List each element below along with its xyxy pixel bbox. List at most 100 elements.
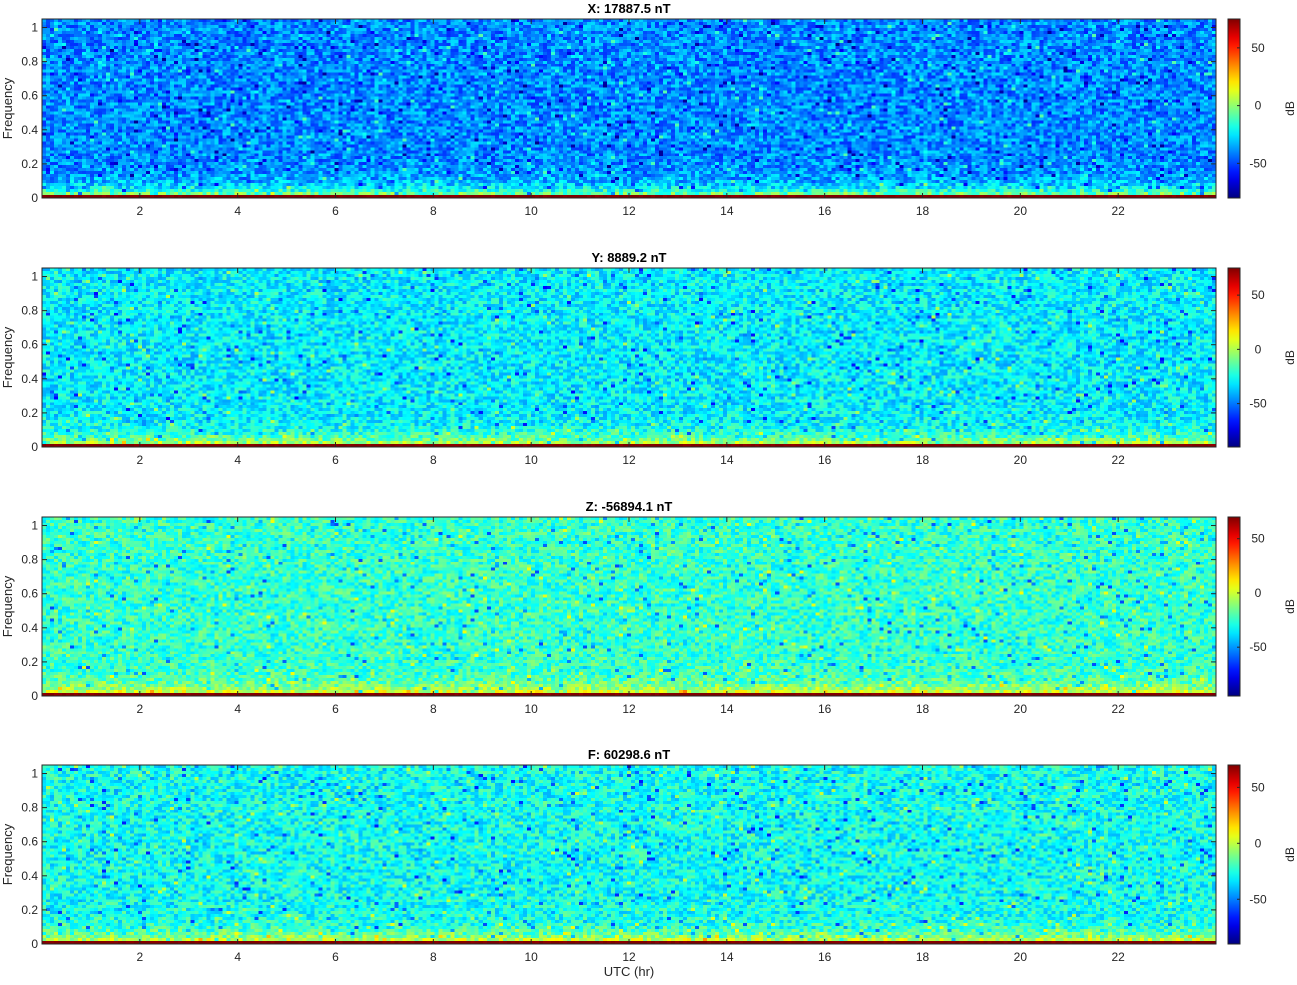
x-tick-label: 8 [430,950,437,964]
x-tick-label: 22 [1111,950,1125,964]
x-tick-label: 8 [430,702,437,716]
y-tick-label: 1 [31,270,38,284]
y-tick-label: 0 [31,191,38,205]
colorbar [1227,516,1241,697]
y-tick-label: 0.6 [21,89,38,103]
colorbar-tick-label: 0 [1255,99,1262,113]
x-tick-label: 12 [622,204,636,218]
colorbar-label: dB [1283,599,1297,614]
x-tick-label: 22 [1111,204,1125,218]
y-axis-label: Frequency [0,575,15,637]
x-tick-label: 12 [622,950,636,964]
x-tick-label: 10 [524,453,538,467]
panel-title: Y: 8889.2 nT [592,250,667,265]
y-tick-label: 0.6 [21,338,38,352]
x-tick-label: 12 [622,453,636,467]
x-tick-label: 14 [720,702,734,716]
y-tick-label: 0.2 [21,157,38,171]
y-tick-label: 0.2 [21,406,38,420]
y-axis-label: Frequency [0,77,15,139]
x-tick-label: 2 [136,453,143,467]
y-tick-label: 0.6 [21,587,38,601]
x-tick-label: 16 [818,453,832,467]
x-axis-label: UTC (hr) [604,964,655,979]
x-tick-label: 20 [1014,702,1028,716]
spectrogram-image [42,517,1216,696]
x-tick-label: 4 [234,453,241,467]
y-tick-label: 0 [31,937,38,951]
y-tick-label: 0.4 [21,869,38,883]
x-tick-label: 20 [1014,453,1028,467]
x-tick-label: 4 [234,204,241,218]
colorbar-tick-label: -50 [1249,156,1267,170]
x-tick-label: 6 [332,204,339,218]
x-tick-label: 4 [234,950,241,964]
colorbar-tick-label: 0 [1255,342,1262,356]
y-tick-label: 0 [31,689,38,703]
spectrogram-panel: 2 4 6 8 10 12 14 16 18 20 22 0 0.2 0.4 0.6 0.8 1 Y: 8889.… [0,250,1297,467]
colorbar-tick-label: 50 [1251,532,1265,546]
colorbar-tick-label: -50 [1249,640,1267,654]
x-tick-label: 20 [1014,950,1028,964]
colorbar [1227,18,1241,199]
panel-title: X: 17887.5 nT [587,1,670,16]
x-tick-label: 6 [332,453,339,467]
spectrogram-image [42,268,1216,447]
colorbar-tick-label: -50 [1249,397,1267,411]
y-tick-label: 0.2 [21,655,38,669]
x-tick-label: 8 [430,453,437,467]
y-tick-label: 1 [31,767,38,781]
panel-title: F: 60298.6 nT [588,747,670,762]
x-tick-label: 18 [916,950,930,964]
x-tick-label: 10 [524,950,538,964]
y-tick-label: 0.8 [21,55,38,69]
y-tick-label: 0.2 [21,903,38,917]
x-tick-label: 16 [818,204,832,218]
x-tick-label: 16 [818,702,832,716]
colorbar-tick-label: 0 [1255,836,1262,850]
y-tick-label: 0.4 [21,123,38,137]
y-tick-label: 0.8 [21,553,38,567]
x-tick-label: 4 [234,702,241,716]
x-tick-label: 10 [524,702,538,716]
y-tick-label: 1 [31,519,38,533]
colorbar-label: dB [1283,847,1297,862]
colorbar [1227,267,1241,448]
x-tick-label: 20 [1014,204,1028,218]
x-tick-label: 2 [136,204,143,218]
y-axis-label: Frequency [0,326,15,388]
x-tick-label: 12 [622,702,636,716]
x-tick-label: 18 [916,702,930,716]
x-tick-label: 22 [1111,453,1125,467]
y-tick-label: 0.4 [21,621,38,635]
colorbar-label: dB [1283,350,1297,365]
x-tick-label: 6 [332,702,339,716]
x-tick-label: 14 [720,950,734,964]
spectrogram-image [42,765,1216,944]
colorbar-tick-label: 0 [1255,586,1262,600]
colorbar-tick-label: 50 [1251,288,1265,302]
y-tick-label: 0.8 [21,304,38,318]
colorbar-tick-label: 50 [1251,41,1265,55]
x-tick-label: 2 [136,702,143,716]
y-axis-label: Frequency [0,823,15,885]
y-tick-label: 0.8 [21,801,38,815]
y-tick-label: 0 [31,440,38,454]
spectrogram-panel: 2 4 6 8 10 12 14 16 18 20 22 0 0.2 0.4 0.6 0.8 1 F: 60298… [0,747,1297,964]
x-tick-label: 8 [430,204,437,218]
x-tick-label: 22 [1111,702,1125,716]
colorbar-tick-label: 50 [1251,780,1265,794]
spectrogram-image [42,19,1216,198]
colorbar [1227,764,1241,945]
x-tick-label: 10 [524,204,538,218]
panel-title: Z: -56894.1 nT [586,499,673,514]
y-tick-label: 0.6 [21,835,38,849]
x-tick-label: 18 [916,204,930,218]
x-tick-label: 16 [818,950,832,964]
y-tick-label: 1 [31,21,38,35]
spectrogram-panel: 2 4 6 8 10 12 14 16 18 20 22 0 0.2 0.4 0.6 0.8 1 Z: -5689… [0,499,1297,716]
x-tick-label: 2 [136,950,143,964]
x-tick-label: 6 [332,950,339,964]
